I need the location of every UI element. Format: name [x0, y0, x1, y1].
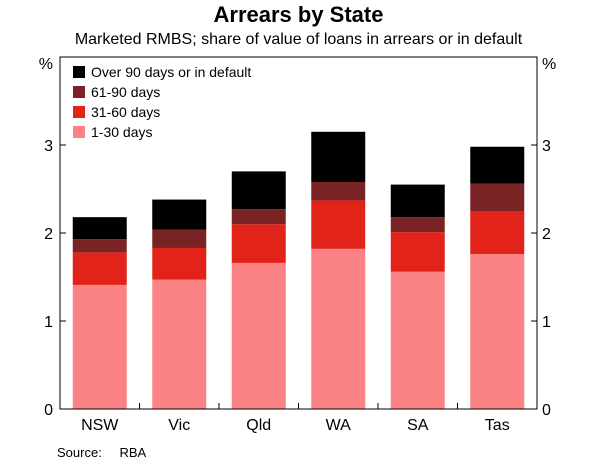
bar-qld-series-0: [231, 262, 286, 409]
bars-group: [72, 131, 525, 409]
bar-wa-series-3: [311, 131, 366, 182]
y-tick-label-left: 1: [44, 314, 53, 331]
bar-qld-series-2: [231, 209, 286, 225]
x-tick-label: Qld: [246, 417, 271, 434]
legend: Over 90 days or in default 61-90 days 31-6…: [73, 64, 251, 140]
y-tick-label-left: 2: [44, 226, 53, 243]
bar-tas-series-3: [470, 146, 525, 184]
bar-sa-series-1: [390, 232, 445, 272]
bar-sa-series-0: [390, 271, 445, 409]
bar-nsw-series-3: [72, 217, 127, 240]
bar-nsw-series-1: [72, 252, 127, 285]
bar-tas-series-1: [470, 211, 525, 255]
x-tick-label: SA: [407, 417, 429, 434]
y-tick-label-right: 3: [542, 138, 551, 155]
y-unit-right: %: [542, 56, 556, 73]
bar-nsw-series-0: [72, 284, 127, 409]
legend-swatch: [73, 106, 85, 118]
y-tick-label-left: 3: [44, 138, 53, 155]
legend-label: 1-30 days: [91, 124, 152, 140]
x-tick-label: Tas: [485, 417, 510, 434]
bar-vic-series-0: [152, 279, 207, 409]
bar-wa-series-0: [311, 248, 366, 409]
source-value: RBA: [119, 445, 147, 460]
legend-label: 31-60 days: [91, 104, 160, 120]
x-tick-label: WA: [326, 417, 352, 434]
source-label: Source:: [57, 445, 102, 460]
bar-tas-series-0: [470, 254, 525, 409]
bar-vic-series-3: [152, 199, 207, 230]
y-tick-label-right: 0: [542, 402, 551, 419]
y-tick-label-right: 2: [542, 226, 551, 243]
y-unit-left: %: [39, 56, 53, 73]
bar-nsw-series-2: [72, 239, 127, 253]
axes-group: 0 0 1 1 2 2 3 3% % NSW Vic Qld WA SA Tas: [39, 56, 556, 434]
source-note: Source: RBA: [57, 445, 146, 460]
bar-sa-series-3: [390, 184, 445, 218]
bar-tas-series-2: [470, 183, 525, 211]
bar-vic-series-2: [152, 229, 207, 248]
bar-sa-series-2: [390, 217, 445, 233]
x-tick-label: NSW: [81, 417, 119, 434]
legend-swatch: [73, 126, 85, 138]
legend-label: 61-90 days: [91, 84, 160, 100]
legend-label: Over 90 days or in default: [91, 64, 251, 80]
y-tick-label-right: 1: [542, 314, 551, 331]
legend-swatch: [73, 86, 85, 98]
bar-wa-series-2: [311, 181, 366, 201]
x-tick-label: Vic: [168, 417, 190, 434]
bar-wa-series-1: [311, 200, 366, 249]
chart-subtitle: Marketed RMBS; share of value of loans i…: [74, 31, 523, 48]
bar-qld-series-3: [231, 171, 286, 210]
bar-qld-series-1: [231, 224, 286, 263]
legend-swatch: [73, 66, 85, 78]
chart-title: Arrears by State: [213, 2, 384, 27]
bar-vic-series-1: [152, 247, 207, 280]
y-tick-label-left: 0: [44, 402, 53, 419]
